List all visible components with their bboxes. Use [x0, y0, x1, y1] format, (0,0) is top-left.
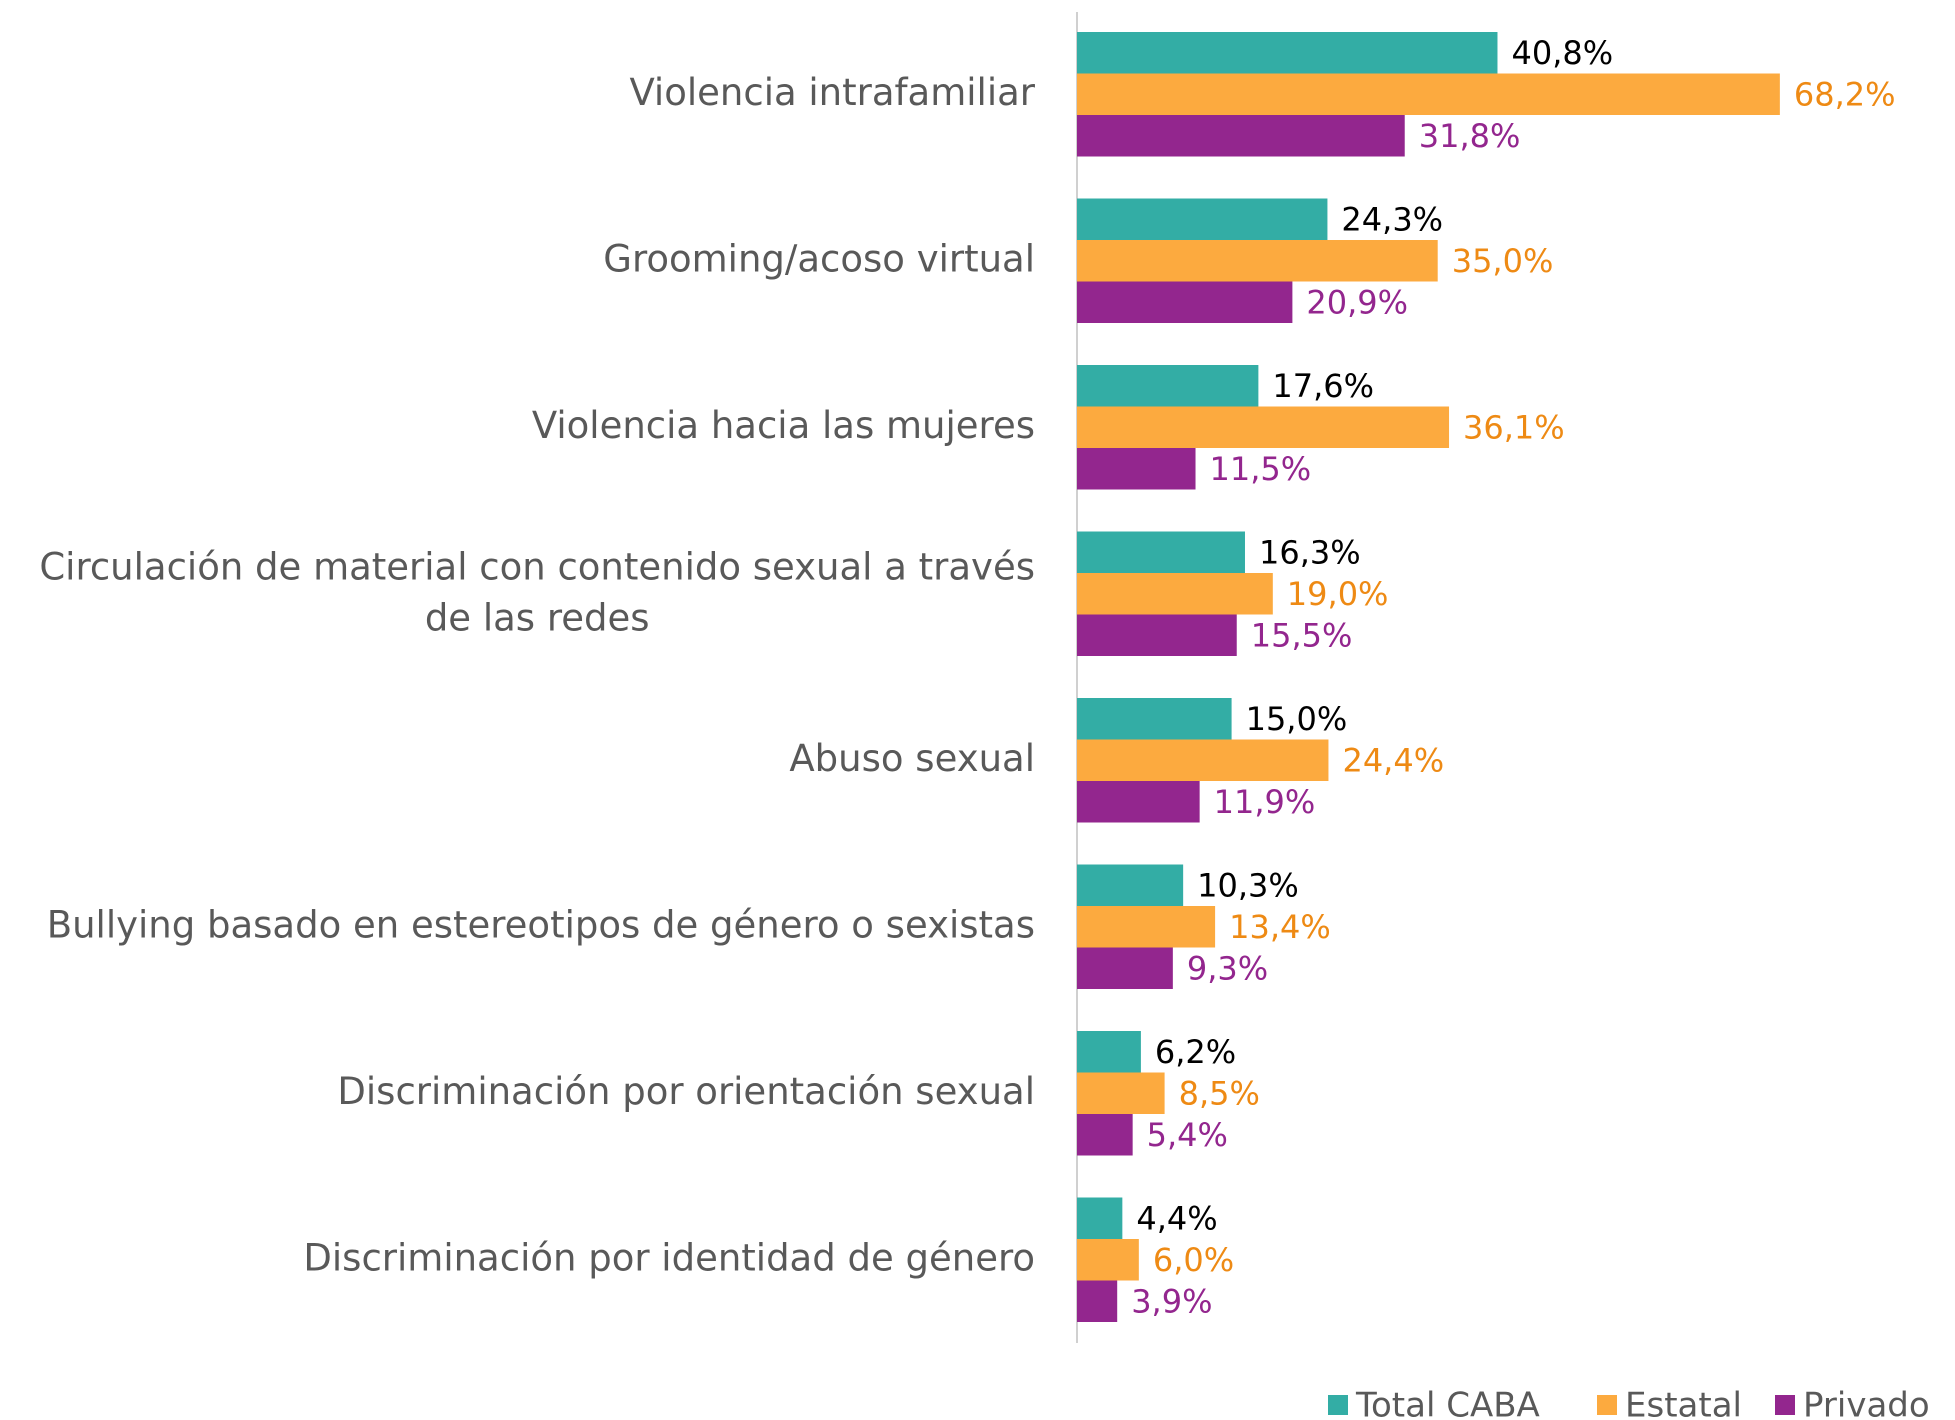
value-label: 31,8%	[1419, 117, 1521, 155]
value-label: 20,9%	[1306, 283, 1408, 321]
bar	[1077, 781, 1200, 823]
value-label: 19,0%	[1287, 575, 1389, 613]
bar	[1077, 698, 1232, 740]
value-label: 4,4%	[1136, 1199, 1217, 1237]
category-label: Grooming/acoso virtual	[603, 237, 1035, 280]
bar	[1077, 739, 1329, 781]
value-label: 3,9%	[1131, 1282, 1212, 1320]
bar	[1077, 906, 1216, 948]
value-label: 13,4%	[1229, 908, 1331, 946]
category-label: Violencia intrafamiliar	[629, 71, 1035, 114]
value-label: 11,9%	[1214, 783, 1316, 821]
bar	[1077, 448, 1196, 490]
value-label: 24,3%	[1341, 200, 1443, 238]
bar	[1077, 115, 1405, 157]
bar	[1077, 614, 1237, 656]
bar	[1077, 1114, 1133, 1156]
value-label: 6,0%	[1153, 1241, 1234, 1279]
legend-label: Total CABA	[1355, 1386, 1540, 1420]
value-label: 8,5%	[1179, 1074, 1260, 1112]
value-label: 15,5%	[1251, 616, 1353, 654]
value-label: 15,0%	[1246, 700, 1348, 738]
bar	[1077, 240, 1438, 282]
value-label: 68,2%	[1794, 75, 1896, 113]
legend-swatch	[1597, 1395, 1617, 1415]
value-label: 5,4%	[1147, 1116, 1228, 1154]
bar	[1077, 573, 1273, 615]
value-label: 9,3%	[1187, 949, 1268, 987]
category-label: Discriminación por orientación sexual	[337, 1070, 1035, 1113]
bar	[1077, 198, 1328, 240]
value-label: 6,2%	[1155, 1033, 1236, 1071]
value-label: 36,1%	[1463, 408, 1565, 446]
bar	[1077, 1072, 1165, 1114]
category-label: Discriminación por identidad de género	[303, 1236, 1035, 1279]
value-label: 10,3%	[1197, 866, 1299, 904]
bar	[1077, 864, 1184, 906]
bar	[1077, 947, 1173, 989]
legend-label: Estatal	[1625, 1386, 1742, 1420]
value-label: 35,0%	[1452, 242, 1554, 280]
bar	[1077, 365, 1259, 407]
bar	[1077, 1239, 1139, 1281]
legend-swatch	[1775, 1395, 1795, 1415]
category-label: Violencia hacia las mujeres	[532, 404, 1035, 447]
legend-swatch	[1328, 1395, 1348, 1415]
value-label: 24,4%	[1342, 741, 1444, 779]
bar	[1077, 1031, 1141, 1073]
bar	[1077, 1197, 1123, 1239]
category-label: Circulación de material con contenido se…	[39, 545, 1035, 639]
category-label: Abuso sexual	[789, 737, 1035, 780]
bar	[1077, 32, 1498, 74]
value-label: 40,8%	[1511, 34, 1613, 72]
bar	[1077, 531, 1245, 573]
value-label: 16,3%	[1259, 533, 1361, 571]
category-label: Bullying basado en estereotipos de géner…	[47, 903, 1035, 946]
bar	[1077, 406, 1450, 448]
bar	[1077, 73, 1780, 115]
bar	[1077, 1280, 1118, 1322]
bar	[1077, 281, 1293, 323]
legend-label: Privado	[1803, 1386, 1930, 1420]
value-label: 11,5%	[1210, 450, 1312, 488]
value-label: 17,6%	[1272, 367, 1374, 405]
